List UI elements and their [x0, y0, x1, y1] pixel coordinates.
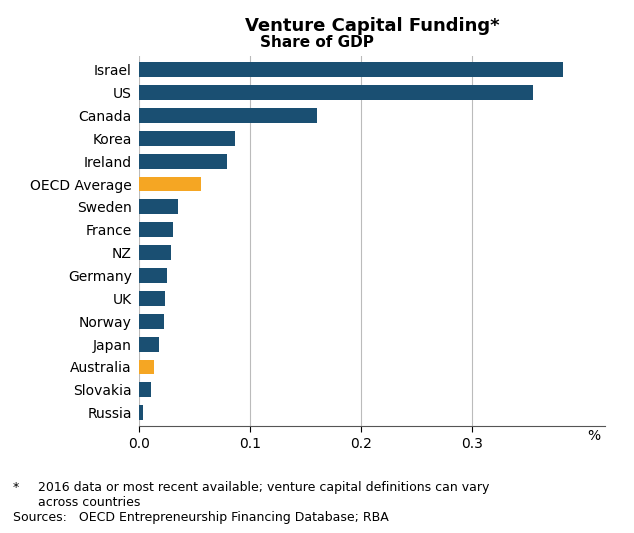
Bar	[139, 85, 533, 100]
Bar	[139, 222, 172, 237]
Bar	[139, 268, 167, 283]
Text: 2016 data or most recent available; venture capital definitions can vary
across : 2016 data or most recent available; vent…	[38, 481, 489, 509]
Bar	[139, 131, 235, 146]
Bar	[139, 382, 150, 397]
Bar	[139, 62, 563, 77]
Text: *: *	[13, 481, 19, 494]
Bar	[139, 291, 165, 306]
Text: Share of GDP: Share of GDP	[260, 35, 374, 50]
Text: Sources:   OECD Entrepreneurship Financing Database; RBA: Sources: OECD Entrepreneurship Financing…	[13, 511, 389, 523]
Bar	[139, 360, 154, 374]
Bar	[139, 108, 317, 123]
Text: %: %	[587, 429, 600, 442]
Title: Venture Capital Funding*: Venture Capital Funding*	[245, 17, 500, 35]
Bar	[139, 314, 164, 329]
Bar	[139, 405, 143, 420]
Bar	[139, 245, 171, 260]
Bar	[139, 199, 178, 214]
Bar	[139, 176, 200, 191]
Bar	[139, 154, 227, 168]
Bar	[139, 337, 160, 351]
